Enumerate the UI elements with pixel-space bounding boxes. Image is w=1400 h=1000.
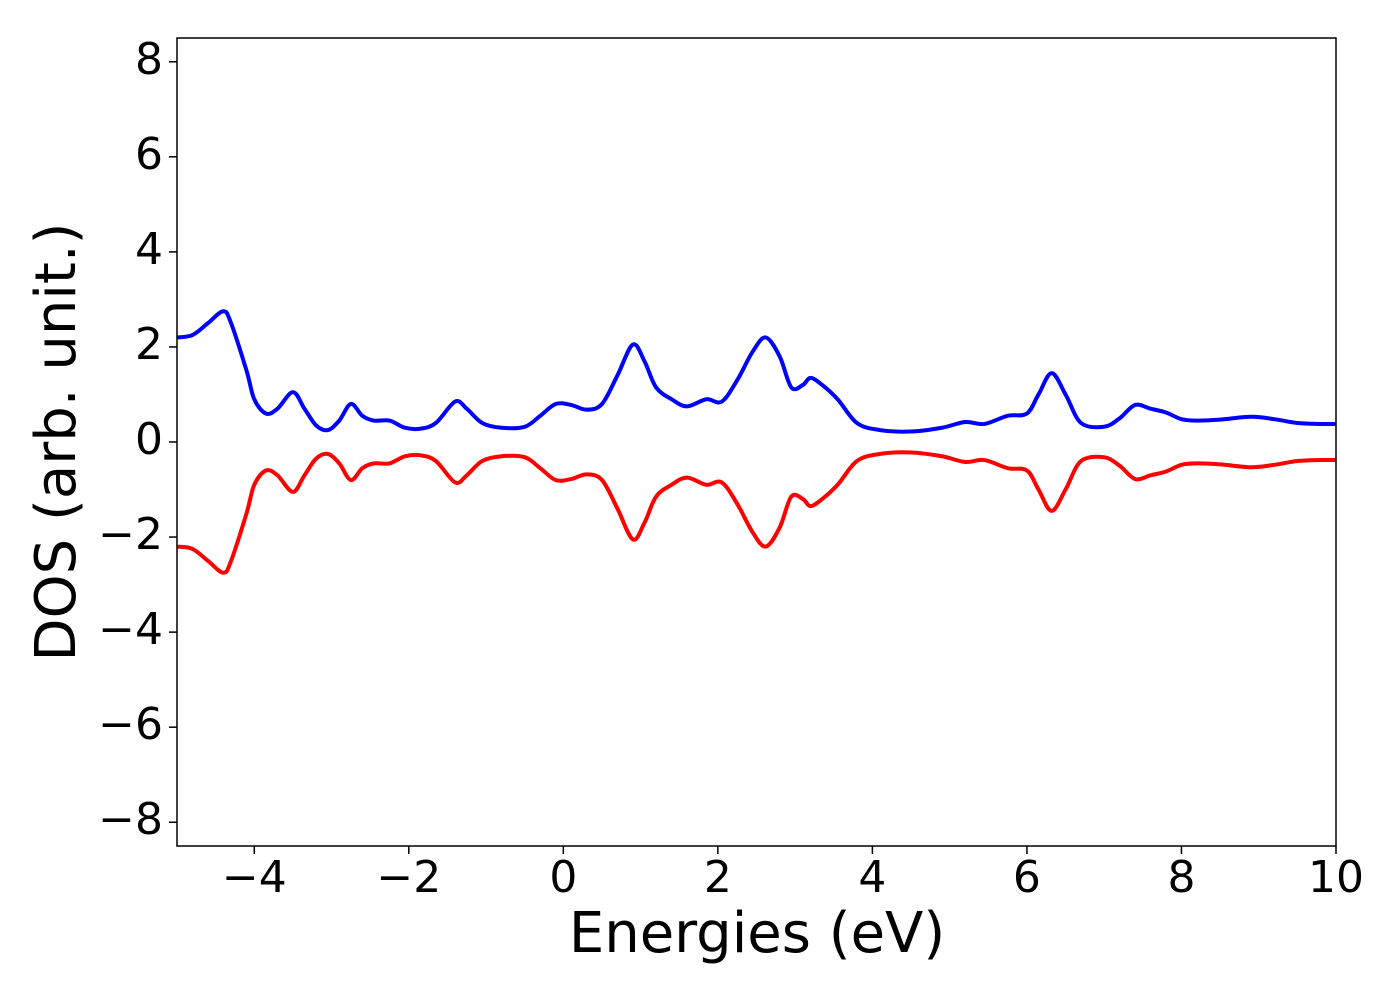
x-tick-label: 6 (1013, 852, 1041, 903)
y-tick-label: 0 (135, 414, 163, 465)
x-tick-label: −2 (376, 852, 441, 903)
x-tick-label: −4 (222, 852, 287, 903)
y-tick-label: 2 (135, 319, 163, 370)
y-tick-label: 4 (135, 224, 163, 275)
x-tick-label: 2 (704, 852, 732, 903)
x-axis-label: Energies (eV) (569, 901, 945, 966)
plot-frame (176, 37, 1337, 847)
y-tick-label: 8 (135, 34, 163, 85)
x-tick-label: 10 (1308, 852, 1364, 903)
x-tick-label: 0 (549, 852, 577, 903)
x-tick-label: 8 (1167, 852, 1195, 903)
x-tick-label: 4 (858, 852, 886, 903)
y-tick-label: −6 (98, 699, 163, 750)
y-tick-label: −2 (98, 509, 163, 560)
series-line (177, 450, 1336, 575)
y-axis-label: DOS (arb. unit.) (24, 222, 89, 661)
y-tick-label: 6 (135, 129, 163, 180)
y-tick-label: −4 (98, 604, 163, 655)
series-line (177, 309, 1336, 434)
y-tick-label: −8 (98, 794, 163, 845)
